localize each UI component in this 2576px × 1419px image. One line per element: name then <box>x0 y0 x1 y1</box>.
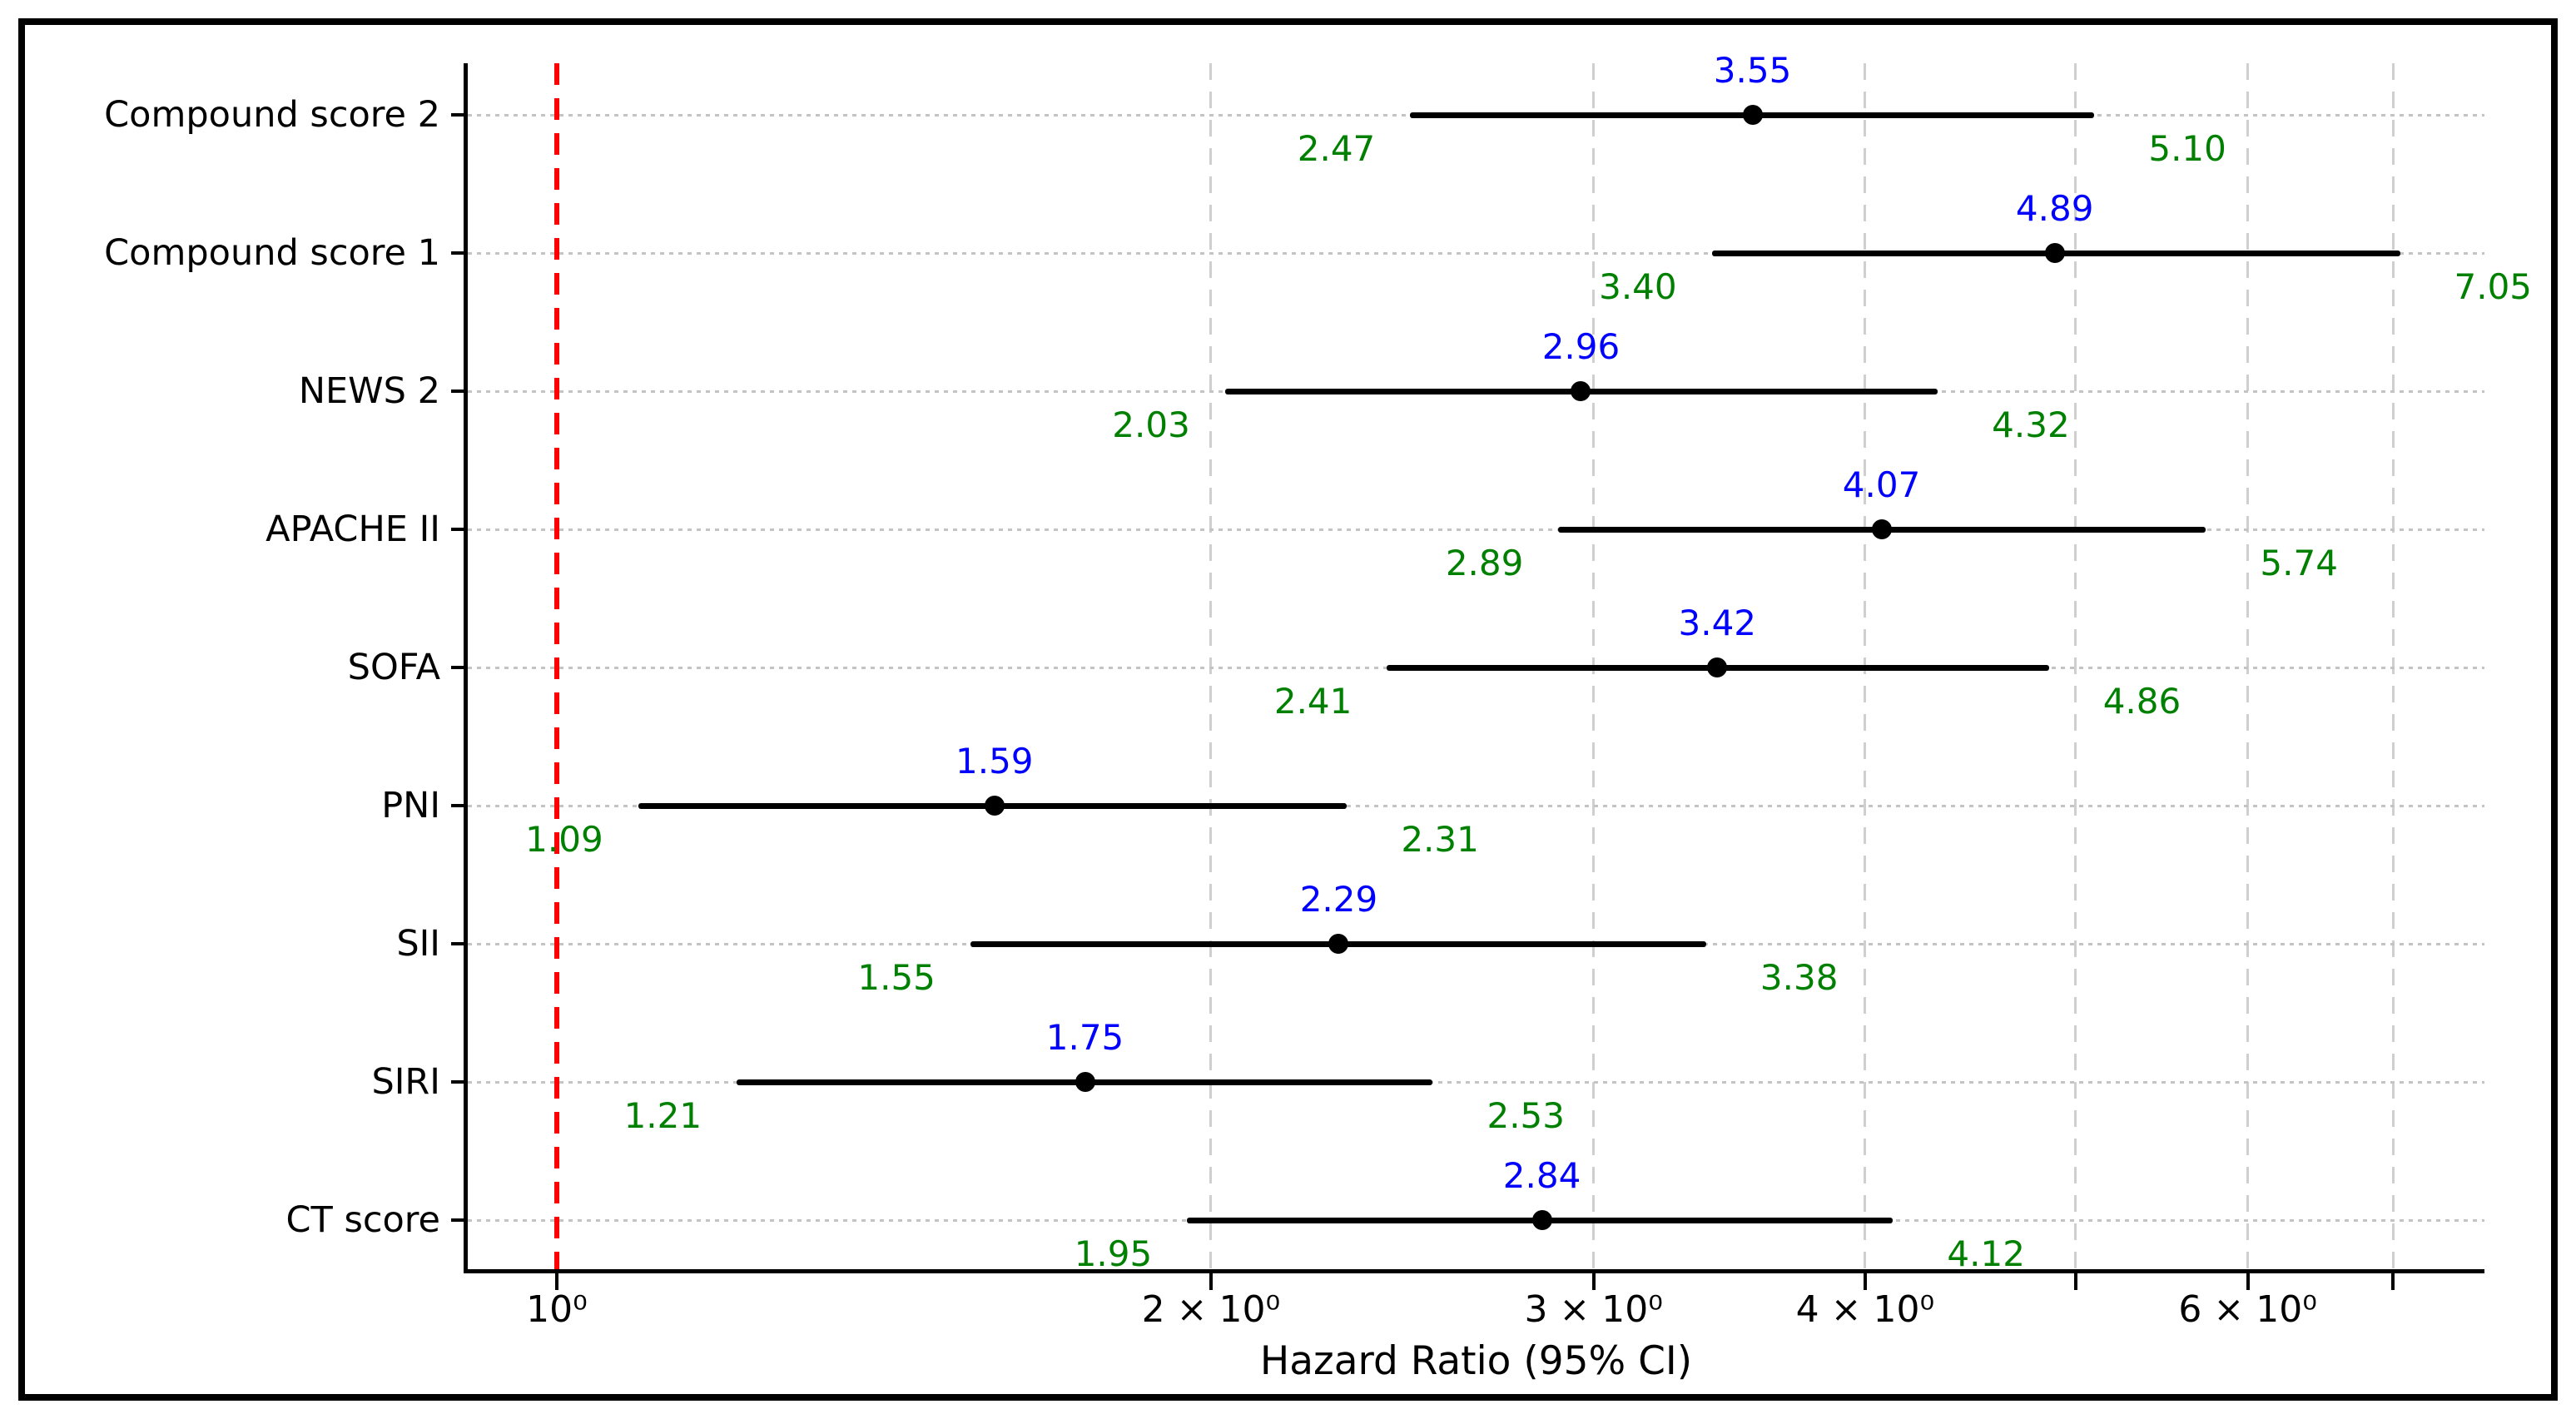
x-tick-label: 3 × 10⁰ <box>1524 1288 1663 1331</box>
x-axis-title: Hazard Ratio (95% CI) <box>1259 1338 1693 1384</box>
ci-lower-label: 1.09 <box>525 819 603 860</box>
ci-lower-label: 1.55 <box>857 957 936 998</box>
category-label: SIRI <box>371 1061 440 1103</box>
x-axis-spine <box>464 1269 2484 1273</box>
y-axis-tick <box>451 804 468 807</box>
point-marker <box>1328 934 1349 954</box>
y-axis-tick <box>451 389 468 393</box>
x-axis-tick <box>554 1273 558 1290</box>
point-marker <box>1707 657 1728 677</box>
point-marker <box>1075 1072 1095 1092</box>
x-axis-tick <box>1591 1273 1596 1290</box>
x-tick-label: 2 × 10⁰ <box>1141 1288 1281 1331</box>
ci-lower-label: 1.21 <box>623 1095 702 1136</box>
estimate-label: 2.84 <box>1502 1155 1581 1196</box>
point-marker <box>1742 105 1763 125</box>
ci-lower-label: 2.89 <box>1445 543 1524 583</box>
category-label: SII <box>396 923 440 965</box>
reference-line <box>553 63 559 1269</box>
ci-upper-label: 4.32 <box>1992 404 2070 445</box>
y-axis-tick <box>451 251 468 255</box>
h-gridline <box>468 528 2484 531</box>
h-gridline <box>468 1080 2484 1084</box>
x-tick-label: 10⁰ <box>526 1288 588 1331</box>
category-label: APACHE II <box>266 509 440 550</box>
ci-upper-label: 3.38 <box>1760 957 1839 998</box>
estimate-label: 4.07 <box>1842 464 1921 505</box>
point-marker <box>984 796 1005 816</box>
ci-upper-label: 5.74 <box>2260 543 2338 583</box>
x-axis-tick <box>1863 1273 1867 1290</box>
category-label: NEWS 2 <box>298 370 440 412</box>
estimate-label: 2.96 <box>1541 326 1621 367</box>
ci-upper-label: 2.53 <box>1487 1095 1565 1136</box>
point-marker <box>2044 243 2065 263</box>
y-axis-tick <box>451 1080 468 1084</box>
ci-lower-label: 2.41 <box>1273 681 1353 722</box>
category-label: Compound score 2 <box>104 94 440 136</box>
x-axis-tick <box>2391 1273 2395 1290</box>
ci-upper-label: 7.05 <box>2454 266 2533 307</box>
x-tick-label: 6 × 10⁰ <box>2178 1288 2317 1331</box>
h-gridline <box>468 804 2484 807</box>
estimate-label: 1.59 <box>955 741 1034 781</box>
estimate-label: 4.89 <box>2015 188 2094 229</box>
y-axis-tick <box>451 528 468 531</box>
figure-border <box>18 18 2558 1401</box>
ci-lower-label: 2.03 <box>1112 404 1190 445</box>
estimate-label: 2.29 <box>1299 879 1378 920</box>
x-axis-tick <box>2073 1273 2077 1290</box>
category-label: PNI <box>381 785 440 826</box>
ci-upper-label: 2.31 <box>1401 819 1479 860</box>
category-label: CT score <box>285 1199 440 1241</box>
ci-lower-label: 2.47 <box>1297 128 1376 169</box>
category-label: Compound score 1 <box>104 232 440 274</box>
y-axis-tick <box>451 666 468 669</box>
category-label: SOFA <box>347 647 440 688</box>
x-tick-label: 4 × 10⁰ <box>1795 1288 1935 1331</box>
ci-upper-label: 4.86 <box>2102 681 2181 722</box>
point-marker <box>1871 519 1892 539</box>
estimate-label: 1.75 <box>1045 1017 1124 1058</box>
y-axis-tick <box>451 942 468 945</box>
h-gridline <box>468 251 2484 255</box>
estimate-label: 3.55 <box>1713 50 1792 91</box>
ci-upper-label: 4.12 <box>1947 1233 2025 1274</box>
ci-upper-label: 5.10 <box>2148 128 2226 169</box>
y-axis-tick <box>451 113 468 117</box>
x-axis-tick <box>2246 1273 2250 1290</box>
y-axis-spine <box>464 63 468 1273</box>
point-marker <box>1571 381 1591 401</box>
ci-lower-label: 1.95 <box>1074 1233 1153 1274</box>
x-axis-tick <box>1209 1273 1213 1290</box>
estimate-label: 3.42 <box>1678 603 1757 643</box>
point-marker <box>1531 1210 1552 1230</box>
ci-lower-label: 3.40 <box>1599 266 1677 307</box>
y-axis-tick <box>451 1218 468 1222</box>
